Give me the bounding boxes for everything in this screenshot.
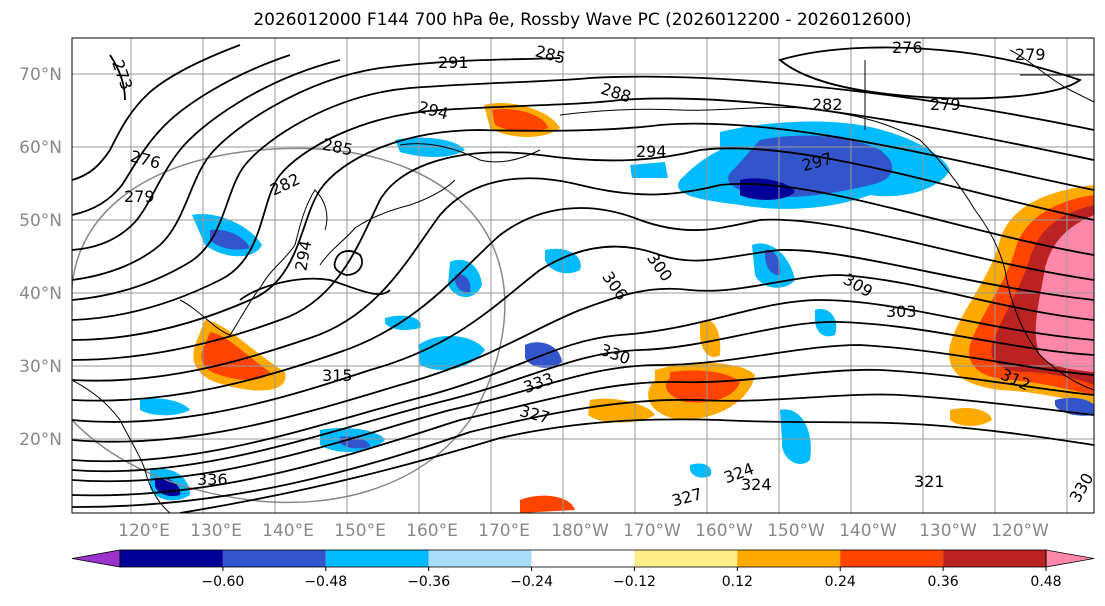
lat-label: 50°N bbox=[19, 211, 62, 231]
lon-label: 130°E bbox=[190, 521, 242, 541]
colorbar: −0.60 −0.48 −0.36 −0.24 −0.12 0.12 0.24 0.36 0.4… bbox=[71, 549, 1095, 590]
contour-label: 273 bbox=[108, 57, 136, 92]
colorbar-segment bbox=[325, 550, 429, 567]
contour-label: 300 bbox=[643, 249, 676, 285]
contour-label: 303 bbox=[886, 302, 917, 321]
lon-label: 160°W bbox=[695, 521, 753, 541]
coastlines bbox=[72, 49, 1094, 513]
contour-label: 279 bbox=[930, 95, 961, 114]
colorbar-segment bbox=[531, 550, 635, 567]
contour-label: 321 bbox=[914, 472, 945, 491]
lon-label: 120°W bbox=[991, 521, 1049, 541]
colorbar-segment bbox=[428, 550, 532, 567]
anomaly-shading bbox=[140, 102, 1094, 513]
contour-label: 333 bbox=[521, 369, 556, 397]
longitude-labels: 120°E 130°E 140°E 150°E 160°E 170°E 180°… bbox=[118, 521, 1049, 541]
colorbar-tick-label: 0.36 bbox=[928, 574, 959, 590]
contour-label: 309 bbox=[840, 270, 876, 302]
contour-labels: 273 291 285 276 279 288 294 282 279 276 … bbox=[108, 38, 1097, 510]
colorbar-tick-label: 0.12 bbox=[722, 574, 753, 590]
colorbar-tick-label: 0.48 bbox=[1030, 574, 1061, 590]
colorbar-tick-label: −0.24 bbox=[510, 574, 553, 590]
contour-label: 294 bbox=[636, 142, 667, 161]
lat-label: 70°N bbox=[19, 65, 62, 85]
lon-label: 120°E bbox=[118, 521, 170, 541]
colorbar-tick-label: −0.12 bbox=[613, 574, 656, 590]
contour-label: 327 bbox=[670, 484, 704, 510]
lat-label: 30°N bbox=[19, 357, 62, 377]
contour-label: 330 bbox=[598, 340, 633, 368]
theta-e-contours bbox=[72, 44, 1094, 513]
contour-label: 294 bbox=[416, 97, 450, 123]
contour-label: 330 bbox=[1066, 470, 1098, 506]
colorbar-segment bbox=[943, 550, 1046, 567]
lat-label: 20°N bbox=[19, 430, 62, 450]
contour-label: 276 bbox=[892, 38, 923, 57]
contour-label: 294 bbox=[291, 239, 315, 272]
lon-label: 150°W bbox=[767, 521, 825, 541]
colorbar-segment bbox=[222, 550, 326, 567]
lon-label: 170°W bbox=[623, 521, 681, 541]
map-title: 2026012000 F144 700 hPa θe, Rossby Wave … bbox=[253, 10, 912, 30]
colorbar-tick-label: −0.48 bbox=[304, 574, 347, 590]
contour-label: 279 bbox=[124, 187, 155, 206]
lon-label: 140°E bbox=[262, 521, 314, 541]
colorbar-segment bbox=[840, 550, 944, 567]
contour-label: 279 bbox=[1015, 45, 1046, 64]
colorbar-segment bbox=[737, 550, 841, 567]
map-frame bbox=[71, 37, 1095, 514]
reference-circle bbox=[72, 147, 506, 504]
lon-label: 150°E bbox=[334, 521, 386, 541]
lon-label: 140°W bbox=[839, 521, 897, 541]
contour-label: 285 bbox=[321, 135, 355, 160]
contour-label: 336 bbox=[197, 470, 228, 489]
latitude-labels: 70°N 60°N 50°N 40°N 30°N 20°N bbox=[19, 65, 62, 450]
lon-label: 180°W bbox=[551, 521, 609, 541]
lat-label: 40°N bbox=[19, 284, 62, 304]
contour-label: 276 bbox=[128, 146, 162, 172]
contour-label: 315 bbox=[322, 366, 353, 385]
contour-label: 306 bbox=[598, 268, 631, 304]
colorbar-outline bbox=[119, 549, 1047, 568]
colorbar-segment bbox=[634, 550, 738, 567]
colorbar-tick-label: −0.60 bbox=[201, 574, 244, 590]
lon-label: 160°E bbox=[406, 521, 458, 541]
colorbar-tick-label: 0.24 bbox=[825, 574, 856, 590]
colorbar-min-extend bbox=[71, 549, 121, 568]
colorbar-max-extend bbox=[1045, 549, 1095, 568]
colorbar-tick-label: −0.36 bbox=[407, 574, 450, 590]
contour-label: 327 bbox=[518, 401, 552, 427]
lon-label: 170°E bbox=[478, 521, 530, 541]
colorbar-segment bbox=[120, 550, 223, 567]
lon-label: 130°W bbox=[919, 521, 977, 541]
contour-label: 282 bbox=[267, 169, 303, 199]
contour-label: 282 bbox=[812, 95, 843, 114]
lat-label: 60°N bbox=[19, 138, 62, 158]
contour-label: 324 bbox=[741, 475, 772, 494]
contour-label: 285 bbox=[533, 41, 567, 67]
contour-label: 291 bbox=[438, 53, 469, 72]
